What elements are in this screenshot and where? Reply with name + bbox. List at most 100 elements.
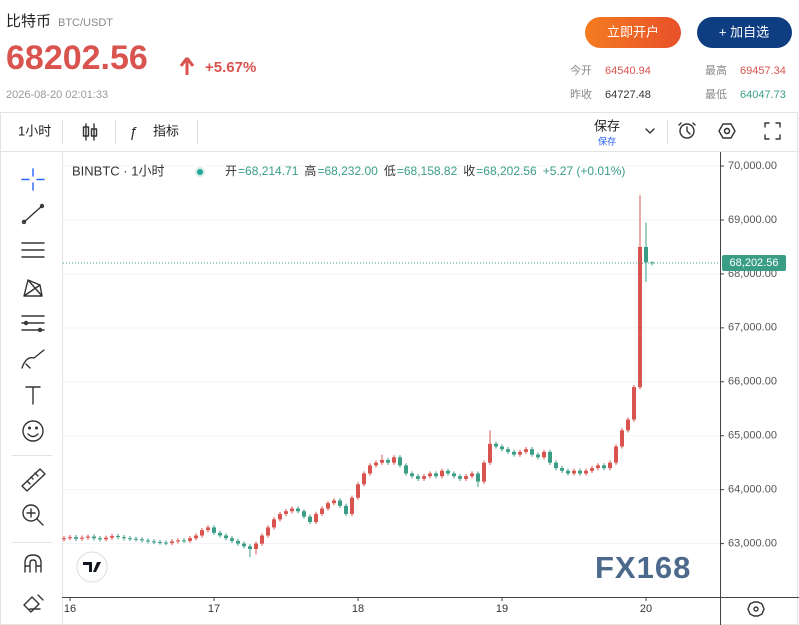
y-tick-label: 65,000.00 — [728, 430, 777, 442]
asset-name: 比特币 — [6, 13, 51, 30]
axis-settings-icon[interactable] — [747, 601, 765, 617]
candle-body — [554, 462, 558, 469]
candle-body — [158, 541, 162, 543]
stat-value: 64047.73 — [740, 89, 786, 101]
settings-icon[interactable] — [718, 123, 736, 139]
candle-body — [374, 462, 378, 466]
candle-body — [602, 465, 606, 469]
last-price-label: 68,202.56 — [730, 257, 779, 269]
candle-body — [626, 419, 630, 431]
watermark: FX168 — [595, 550, 691, 585]
candle-body — [368, 465, 372, 474]
price: 68202.56 — [6, 39, 148, 77]
watchlist-label[interactable]: + 加自选 — [719, 24, 769, 39]
candle-body — [188, 538, 192, 541]
candle-body — [332, 500, 336, 504]
candle-body — [74, 537, 78, 539]
candle-body — [470, 473, 474, 477]
candle-body — [152, 541, 156, 543]
candle-body — [434, 473, 438, 477]
candle-body — [254, 543, 258, 549]
candle-body — [272, 519, 276, 528]
stat-value: 69457.34 — [740, 65, 786, 77]
candle-body — [86, 536, 90, 538]
legend-label: 收 — [463, 164, 475, 178]
candle-body — [278, 513, 282, 520]
y-tick-label: 69,000.00 — [728, 214, 777, 226]
alert-icon[interactable] — [678, 122, 696, 139]
candle-body — [236, 540, 240, 544]
candle-body — [260, 535, 264, 544]
save[interactable]: 保存 — [594, 118, 620, 133]
candle-body — [638, 246, 642, 388]
drawing-tools[interactable] — [21, 168, 46, 613]
candle-body — [62, 538, 66, 540]
interval[interactable]: 1小时 — [18, 123, 51, 138]
stat-value: 64727.48 — [605, 89, 651, 101]
candle-body — [314, 513, 318, 523]
candle-body — [410, 473, 414, 477]
candle-body — [110, 536, 114, 538]
axis-settings-dot — [753, 606, 759, 612]
x-tick-label: 18 — [352, 603, 364, 615]
candle-body — [446, 470, 450, 474]
candle-body — [644, 246, 648, 263]
candle-body — [524, 449, 528, 452]
stat-label: 今开 — [570, 63, 592, 77]
candle-type-icon[interactable] — [82, 123, 98, 141]
candle-body — [362, 473, 366, 485]
candle-body — [230, 538, 234, 541]
candle-body — [458, 476, 462, 479]
candle-body — [392, 457, 396, 463]
y-tick-label: 63,000.00 — [728, 538, 777, 550]
candle-body — [98, 538, 102, 540]
candle-body — [500, 446, 504, 450]
candle-body — [320, 508, 324, 514]
candle-body — [536, 454, 540, 458]
candle-body — [176, 540, 180, 542]
candle-body — [182, 540, 186, 542]
candle-body — [128, 538, 132, 540]
candle-body — [548, 451, 552, 463]
ohlc-legend: 开 =68,214.71 高 =68,232.00 低 =68,158.82 收 =68,20… — [225, 163, 625, 178]
candle-body — [404, 465, 408, 474]
candle-body — [140, 539, 144, 541]
open-account-label[interactable]: 立即开户 — [607, 24, 659, 39]
candle-body — [212, 527, 216, 533]
indicators[interactable]: 指标 — [153, 123, 179, 138]
candle-body — [620, 430, 624, 447]
y-tick-label: 64,000.00 — [728, 484, 777, 496]
open-account-button[interactable] — [585, 17, 681, 48]
candle-body — [242, 543, 246, 547]
legend-change: +5.27 (+0.01%) — [543, 164, 626, 178]
candle-body — [218, 532, 222, 536]
candle-body — [578, 470, 582, 474]
candle-body — [350, 497, 354, 514]
candle-body — [416, 476, 420, 479]
dropdown-icon[interactable] — [645, 128, 655, 134]
fullscreen-icon[interactable] — [764, 122, 781, 140]
candle-body — [566, 470, 570, 474]
chart-title: BINBTC · 1小时 — [72, 163, 164, 178]
candle-body — [428, 473, 432, 477]
candle-body — [206, 527, 210, 531]
candle-body — [92, 536, 96, 539]
fx-icon[interactable]: ƒ — [129, 124, 137, 141]
candle-body — [308, 516, 312, 523]
candle-body — [590, 468, 594, 471]
candle-body — [518, 451, 522, 455]
candle-body — [488, 443, 492, 463]
up-arrow — [179, 57, 195, 75]
watchlist-button[interactable] — [697, 17, 792, 48]
y-tick-label: 67,000.00 — [728, 322, 777, 334]
legend-label: 低 — [384, 164, 396, 178]
candle-body — [386, 459, 390, 463]
candle-body — [248, 546, 252, 549]
candle-body — [356, 484, 360, 498]
candle-body — [452, 473, 456, 477]
candle-body — [302, 511, 306, 517]
y-tick-label: 70,000.00 — [728, 160, 777, 172]
candle-body — [542, 451, 546, 458]
candle-body — [68, 537, 72, 539]
